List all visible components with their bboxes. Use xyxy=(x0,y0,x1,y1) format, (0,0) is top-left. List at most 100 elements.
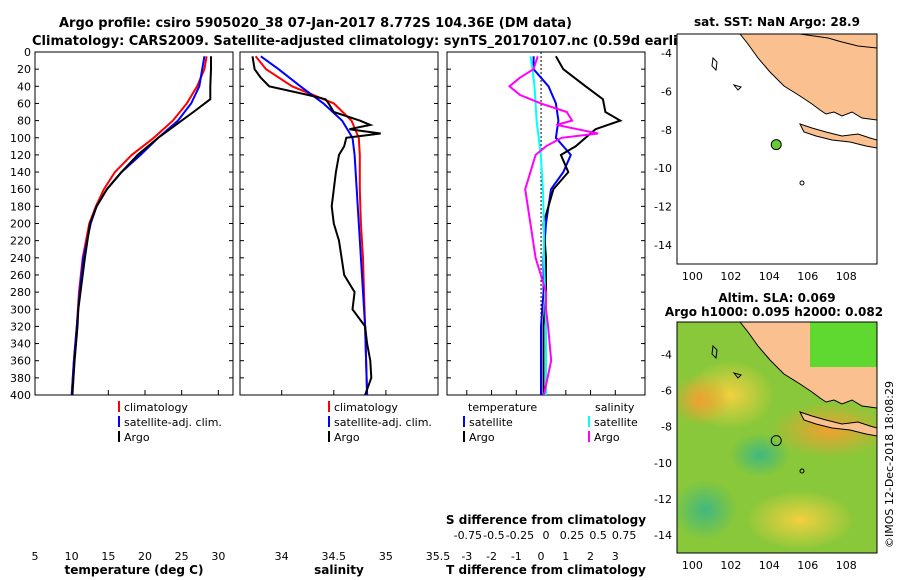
sla-anomaly-patch xyxy=(677,374,730,426)
map-x-tick-label: 108 xyxy=(836,559,857,572)
island-outline xyxy=(711,56,718,72)
y-tick-label: 180 xyxy=(10,200,31,213)
map-x-tick-label: 108 xyxy=(836,270,857,283)
salinity-series-group xyxy=(251,55,381,395)
difference-s-argo-line xyxy=(507,55,599,395)
s-tick-label: 0 xyxy=(543,529,550,542)
y-tick-label: 380 xyxy=(10,372,31,385)
y-tick-label: 240 xyxy=(10,252,31,265)
x-tick-label: 35 xyxy=(379,550,393,563)
sst-map-frame xyxy=(676,33,878,265)
borneo-landmass xyxy=(799,34,877,49)
map-y-tick-label: -6 xyxy=(661,86,672,99)
map-x-tick-label: 102 xyxy=(720,559,741,572)
map-y-tick-label: -4 xyxy=(661,47,672,60)
island-outline xyxy=(732,84,742,91)
legend-argo: Argo xyxy=(124,431,150,444)
x-tick-label: 5 xyxy=(32,550,39,563)
s-tick-label: -0.5 xyxy=(483,529,504,542)
x-tick-label: 35.5 xyxy=(426,550,451,563)
map-x-tick-label: 106 xyxy=(797,559,818,572)
axis-ticks: 0 20 40 60 80 100 120 140 160 180 200 220 240 260 280 3… xyxy=(10,46,857,572)
legend-argo: Argo xyxy=(334,431,360,444)
y-tick-label: 100 xyxy=(10,132,31,145)
y-tick-label: 140 xyxy=(10,166,31,179)
x-tick-label: -3 xyxy=(461,550,472,563)
sla-map-title2: Argo h1000: 0.095 h2000: 0.082 xyxy=(665,305,883,319)
map-y-tick-label: -8 xyxy=(661,421,672,434)
difference-t-satellite-line xyxy=(532,56,572,395)
y-tick-label: 340 xyxy=(10,338,31,351)
island-outline xyxy=(711,344,718,360)
legend-s-satellite: satellite xyxy=(594,416,638,429)
map-y-tick-label: -14 xyxy=(654,529,672,542)
map-x-tick-label: 106 xyxy=(797,270,818,283)
title-line1: Argo profile: csiro 5905020_38 07-Jan-20… xyxy=(59,16,572,31)
y-tick-label: 60 xyxy=(17,97,31,110)
x-tick-label: -2 xyxy=(486,550,497,563)
map-x-tick-label: 104 xyxy=(759,270,780,283)
s-difference-label: S difference from climatology xyxy=(446,513,646,527)
temperature-xlabel: temperature (deg C) xyxy=(65,563,204,577)
x-tick-label: 25 xyxy=(175,550,189,563)
y-tick-label: 160 xyxy=(10,183,31,196)
sla-anomaly-patch xyxy=(730,433,790,477)
x-tick-label: 20 xyxy=(138,550,152,563)
salinity-climatology-line xyxy=(254,55,369,395)
y-tick-label: 400 xyxy=(10,389,31,402)
temperature-climatology-line xyxy=(70,56,208,395)
s-tick-label: 0.5 xyxy=(589,529,607,542)
legend-satellite-adj: satellite-adj. clim. xyxy=(124,416,222,429)
map-y-tick-label: -6 xyxy=(661,385,672,398)
legend-s-argo: Argo xyxy=(594,431,620,444)
difference-s-satellite-line xyxy=(529,56,547,395)
title-line2: Climatology: CARS2009. Satellite-adjuste… xyxy=(32,34,699,49)
java-landmass xyxy=(799,123,877,149)
legend-t-satellite: satellite xyxy=(469,416,513,429)
island-outline xyxy=(732,372,742,379)
x-tick-label: 30 xyxy=(211,550,225,563)
s-tick-label: -0.25 xyxy=(506,529,534,542)
y-tick-label: 280 xyxy=(10,286,31,299)
sla-anomaly-patch xyxy=(770,402,877,458)
salinity-satellite-adj-clim--line xyxy=(260,55,369,395)
x-tick-label: 2 xyxy=(587,550,594,563)
argo-location-marker xyxy=(770,139,782,151)
x-tick-label: 1 xyxy=(562,550,569,563)
sla-anomaly-patch xyxy=(677,480,737,540)
y-tick-label: 360 xyxy=(10,355,31,368)
x-tick-label: 10 xyxy=(65,550,79,563)
map-x-tick-label: 102 xyxy=(720,270,741,283)
y-tick-label: 220 xyxy=(10,235,31,248)
x-tick-label: 34 xyxy=(275,550,289,563)
map-y-tick-label: -12 xyxy=(654,201,672,214)
salinity-argo-line xyxy=(251,56,381,395)
salinity-legend: climatology satellite-adj. clim. Argo xyxy=(328,401,432,444)
island-outline xyxy=(799,180,805,186)
temperature-series-group xyxy=(70,56,212,395)
map-y-tick-label: -14 xyxy=(654,239,672,252)
sst-map xyxy=(677,34,877,264)
map-y-tick-label: -8 xyxy=(661,124,672,137)
y-tick-label: 40 xyxy=(17,80,31,93)
legend-climatology: climatology xyxy=(124,401,188,414)
sla-map-title1: Altim. SLA: 0.069 xyxy=(718,291,835,305)
temperature-argo-line xyxy=(71,56,212,395)
x-tick-label: 3 xyxy=(612,550,619,563)
s-tick-label: 0.75 xyxy=(612,529,637,542)
data-series xyxy=(70,55,623,395)
sst-map-title: sat. SST: NaN Argo: 28.9 xyxy=(694,15,860,29)
y-tick-label: 320 xyxy=(10,320,31,333)
y-tick-label: 120 xyxy=(10,149,31,162)
y-tick-label: 200 xyxy=(10,218,31,231)
y-tick-label: 260 xyxy=(10,269,31,282)
y-tick-label: 80 xyxy=(17,115,31,128)
java-landmass xyxy=(799,411,877,437)
difference-xlabel: T difference from climatology xyxy=(446,563,646,577)
difference-legend: temperature satellite Argo salinity sate… xyxy=(463,401,638,444)
y-tick-label: 300 xyxy=(10,303,31,316)
x-tick-label: -1 xyxy=(511,550,522,563)
legend-satellite-adj: satellite-adj. clim. xyxy=(334,416,432,429)
s-tick-label: -0.75 xyxy=(454,529,482,542)
map-y-tick-label: -10 xyxy=(654,162,672,175)
